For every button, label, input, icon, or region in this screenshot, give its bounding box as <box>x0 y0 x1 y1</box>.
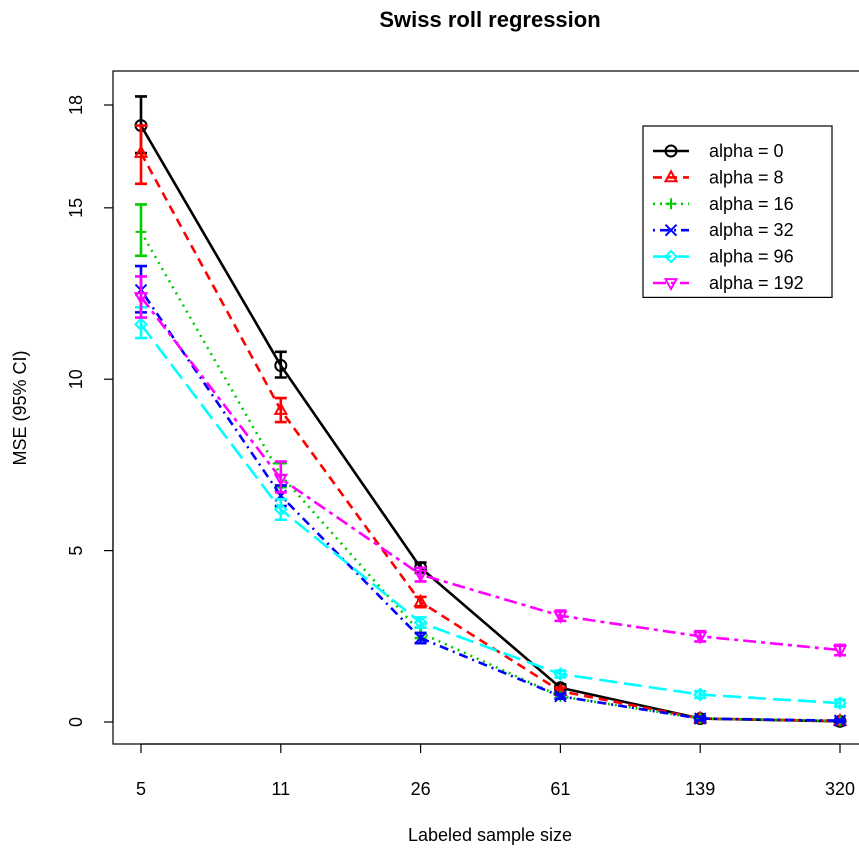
error-bar <box>135 275 147 319</box>
x-tick-label: 139 <box>685 779 715 799</box>
data-point <box>273 473 288 487</box>
legend-label: alpha = 0 <box>709 141 784 161</box>
data-point <box>554 690 567 703</box>
legend-entry: alpha = 0 <box>653 141 784 161</box>
error-bar <box>135 124 147 186</box>
series-line <box>139 289 841 722</box>
x-tick-label: 61 <box>550 779 570 799</box>
data-point <box>413 615 428 630</box>
y-tick-label: 10 <box>66 369 86 389</box>
data-point <box>274 359 288 373</box>
data-point <box>134 317 148 332</box>
y-axis: 0 5 10 15 18 <box>66 95 114 727</box>
y-axis-label: MSE (95% CI) <box>10 350 30 465</box>
legend-label: alpha = 32 <box>709 220 794 240</box>
legend-marker <box>664 223 678 237</box>
error-bar <box>834 698 846 708</box>
data-point <box>273 502 288 517</box>
legend-entry: alpha = 96 <box>653 247 794 267</box>
series-5 <box>134 305 847 711</box>
data-point <box>553 667 568 681</box>
x-tick-label: 26 <box>411 779 431 799</box>
legend-marker <box>665 198 677 210</box>
data-point <box>832 645 848 659</box>
data-point <box>833 696 847 711</box>
legend-label: alpha = 192 <box>709 273 804 293</box>
legend-marker <box>663 278 679 292</box>
legend-entry: alpha = 32 <box>653 220 794 240</box>
series-line <box>139 231 841 723</box>
data-point <box>693 712 707 725</box>
data-point <box>273 401 288 415</box>
x-axis: 5 11 26 61 139 320 <box>136 743 855 799</box>
error-bar <box>554 669 567 679</box>
legend-entry: alpha = 8 <box>653 167 784 187</box>
series-line <box>139 323 841 705</box>
data-point <box>135 226 147 238</box>
error-bar <box>274 350 287 379</box>
data-point <box>413 593 428 607</box>
x-tick-label: 11 <box>271 779 290 799</box>
legend-label: alpha = 8 <box>709 167 784 187</box>
chart-title: Swiss roll regression <box>379 7 600 32</box>
data-point <box>133 292 149 306</box>
y-tick-label: 15 <box>66 198 86 218</box>
legend-entry: alpha = 192 <box>653 273 804 293</box>
y-tick-label: 18 <box>66 95 86 115</box>
y-tick-label: 0 <box>66 717 86 727</box>
series-4 <box>134 264 847 727</box>
data-point <box>133 144 149 158</box>
y-tick-label: 5 <box>66 546 86 556</box>
data-point <box>693 687 708 702</box>
series-6 <box>133 275 848 659</box>
legend: alpha = 0 alpha = 8 alpha = 16 alpha = 32 al… <box>642 125 833 298</box>
data-point <box>414 631 427 645</box>
series-layer <box>133 95 848 728</box>
data-point <box>553 610 568 624</box>
x-tick-label: 320 <box>825 779 855 799</box>
data-point <box>413 569 428 583</box>
legend-entry: alpha = 16 <box>653 194 794 214</box>
legend-label: alpha = 16 <box>709 194 794 214</box>
legend-marker <box>663 169 679 183</box>
series-line <box>139 296 841 652</box>
data-point <box>693 631 708 645</box>
error-bar <box>694 689 707 700</box>
x-axis-label: Labeled sample size <box>408 825 572 845</box>
error-bar <box>274 460 287 494</box>
legend-marker <box>664 144 678 158</box>
legend-label: alpha = 96 <box>709 247 794 267</box>
legend-marker <box>664 249 678 264</box>
data-point <box>833 714 847 727</box>
x-tick-label: 5 <box>136 779 146 799</box>
